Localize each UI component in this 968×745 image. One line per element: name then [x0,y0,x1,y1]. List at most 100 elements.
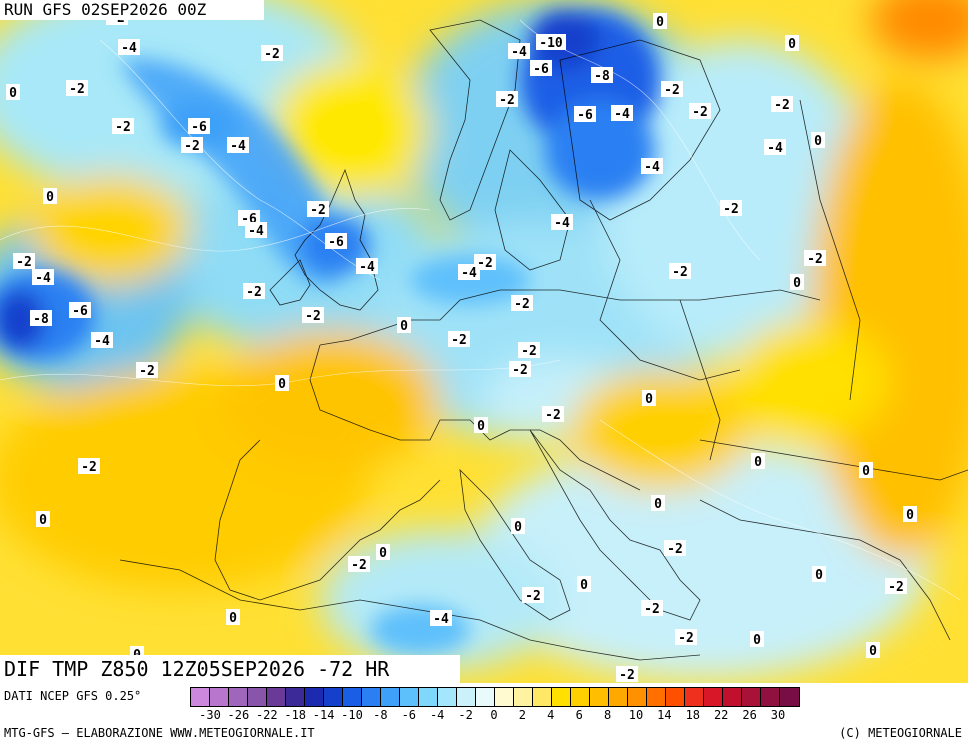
contour-label: 0 [812,566,826,583]
color-swatch [343,688,362,706]
svg-text:0: 0 [753,633,761,648]
svg-text:-2: -2 [305,309,321,324]
svg-text:-6: -6 [533,62,549,77]
svg-text:-6: -6 [191,120,207,135]
contour-label: -2 [261,45,283,62]
color-scale-tick: -2 [458,708,473,722]
color-scale-tick: -8 [373,708,388,722]
svg-text:-2: -2 [115,120,131,135]
color-swatch [267,688,286,706]
color-swatch [780,688,799,706]
contour-label: -2 [511,295,533,312]
svg-text:-4: -4 [359,260,375,275]
color-swatch [533,688,552,706]
svg-text:-4: -4 [767,141,783,156]
contour-label: -2 [542,406,564,423]
color-scale-tick: 8 [603,708,612,722]
svg-text:-2: -2 [807,252,823,267]
color-scale-tick: -18 [284,708,307,722]
svg-text:0: 0 [788,37,796,52]
svg-text:-4: -4 [554,216,570,231]
contour-label: -2 [720,200,742,217]
color-scale-bar [190,687,800,707]
svg-text:-4: -4 [94,334,110,349]
color-swatch [210,688,229,706]
color-swatch [324,688,343,706]
svg-text:-2: -2 [16,255,32,270]
footer: DATI NCEP GFS 0.25° -30 -26 -22 -18 -14 -10 -8… [0,683,968,745]
svg-text:-2: -2 [69,82,85,97]
color-swatch [191,688,210,706]
color-swatch [761,688,780,706]
contour-label: -4 [32,269,54,286]
color-swatch [438,688,457,706]
contour-label: -2 [675,629,697,646]
svg-text:0: 0 [46,190,54,205]
color-swatch [571,688,590,706]
color-scale-tick: 10 [628,708,644,722]
svg-text:-2: -2 [264,47,280,62]
color-scale-tick: 6 [575,708,583,722]
contour-label: 0 [866,642,880,659]
contour-label: -6 [530,60,552,77]
svg-text:-6: -6 [328,235,344,250]
svg-text:-2: -2 [139,364,155,379]
svg-text:-4: -4 [614,107,630,122]
svg-text:-2: -2 [477,256,493,271]
color-swatch [647,688,666,706]
svg-text:0: 0 [477,419,485,434]
color-scale-tick: 2 [518,708,527,722]
svg-text:-8: -8 [33,312,49,327]
color-swatch [723,688,742,706]
svg-text:0: 0 [814,134,822,149]
contour-label: -2 [66,80,88,97]
contour-label: 0 [397,317,411,334]
contour-label: -2 [641,600,663,617]
color-swatch [495,688,514,706]
contour-label: -4 [356,258,378,275]
contour-label: -2 [78,458,100,475]
contour-label: -2 [518,342,540,359]
contour-label: -6 [188,118,210,135]
svg-text:-2: -2 [672,265,688,280]
contour-label: -4 [91,332,113,349]
svg-text:-10: -10 [539,36,563,51]
svg-text:0: 0 [278,377,286,392]
temperature-anomaly-map: -20-4-2-4-100-6-8-2-20-2-2-2-6-4-2-60-2-… [0,0,968,683]
color-swatch [742,688,761,706]
svg-text:-2: -2 [81,460,97,475]
svg-text:-2: -2 [514,297,530,312]
svg-text:-2: -2 [499,93,515,108]
svg-text:-4: -4 [433,612,449,627]
data-source-label: DATI NCEP GFS 0.25° [4,689,142,703]
svg-text:-4: -4 [461,266,477,281]
contour-label: -2 [448,331,470,348]
svg-text:-2: -2 [246,285,262,300]
color-scale-tick: -10 [341,708,363,722]
contour-label: -8 [591,67,613,84]
svg-text:-4: -4 [230,139,246,154]
svg-text:-2: -2 [521,344,537,359]
contour-label: -2 [136,362,158,379]
contour-label: 0 [751,453,765,470]
color-scale-tick: 22 [713,708,729,722]
credits-text: MTG-GFS — ELABORAZIONE WWW.METEOGIORNALE… [4,726,315,740]
svg-text:-6: -6 [72,304,88,319]
svg-text:0: 0 [39,513,47,528]
color-swatch [476,688,495,706]
copyright-text: (C) METEOGIORNALE [839,726,962,740]
color-swatch [248,688,267,706]
svg-text:-2: -2 [664,83,680,98]
contour-label: 0 [811,132,825,149]
color-scale-tick: -30 [199,708,221,722]
contour-label: -2 [522,587,544,604]
color-scale-tick: 4 [547,708,555,722]
svg-text:0: 0 [906,508,914,523]
svg-text:0: 0 [862,464,870,479]
color-scale-tick: -26 [227,708,250,722]
contour-label: -4 [551,214,573,231]
contour-label: 0 [36,511,50,528]
contour-label: 0 [43,188,57,205]
contour-label: -2 [771,96,793,113]
contour-label: -2 [112,118,134,135]
